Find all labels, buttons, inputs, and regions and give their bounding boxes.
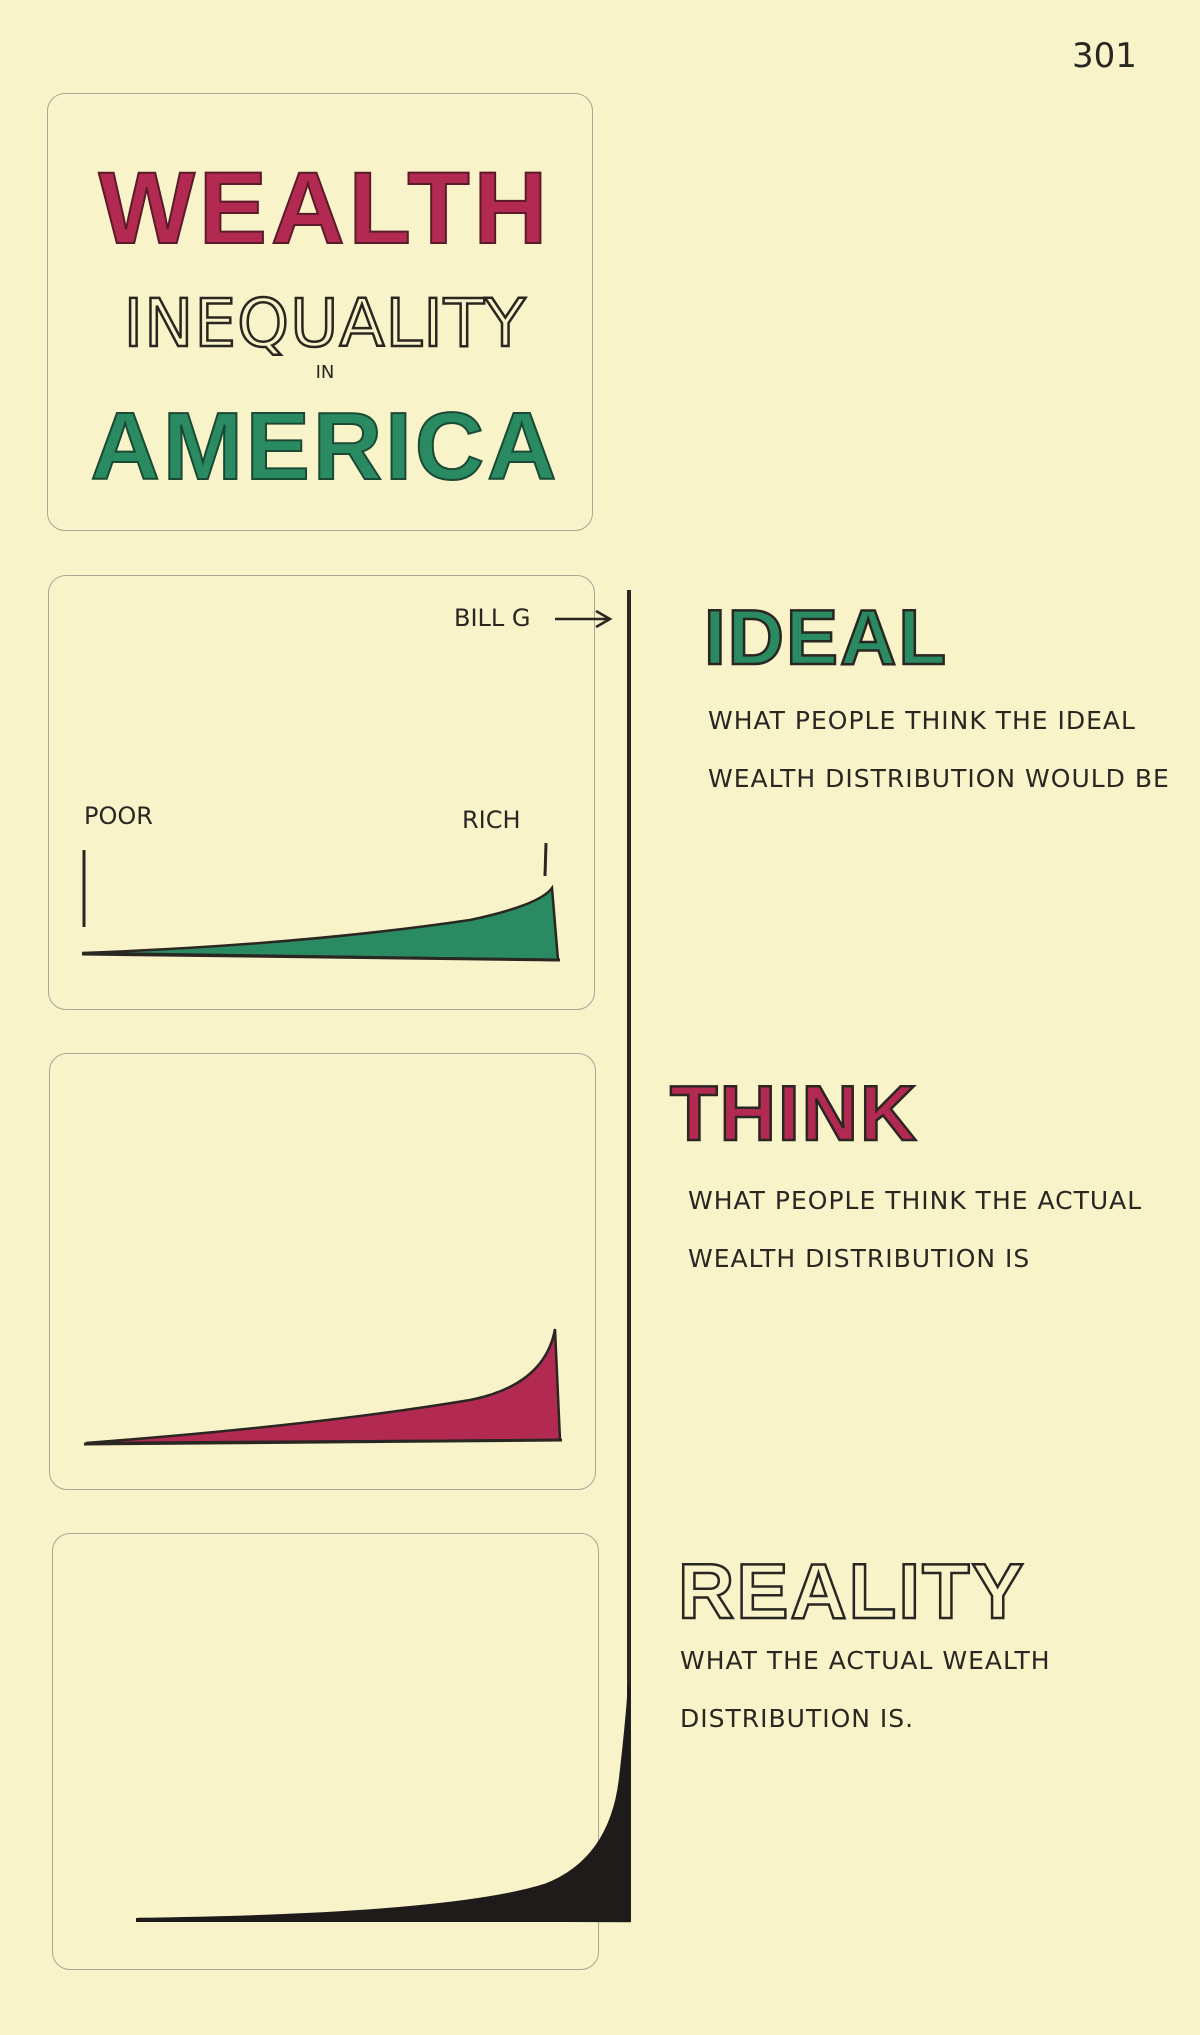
ideal-area	[81, 884, 560, 962]
rich-tick	[543, 842, 548, 877]
title-wealth: WEALTH	[98, 150, 552, 266]
arrow-head	[595, 609, 613, 629]
reality-heading: REALITY	[677, 1546, 1026, 1637]
think-area	[85, 1328, 562, 1445]
ideal-baseline	[81, 952, 561, 962]
reality-frame	[52, 1533, 599, 1970]
think-frame	[49, 1053, 596, 1490]
reality-area	[137, 1685, 631, 1923]
top-label: BILL G	[454, 604, 531, 632]
title-inequality: INEQUALITY	[122, 284, 527, 364]
ideal-text: WHAT PEOPLE THINK THE IDEAL WEALTH DISTR…	[708, 706, 1170, 793]
think-baseline	[83, 1438, 563, 1446]
ideal-frame	[48, 575, 595, 1010]
poor-label: POOR	[84, 802, 153, 830]
page-number: 301	[1072, 36, 1137, 76]
ideal-heading: IDEAL	[703, 592, 948, 683]
rich-label: RICH	[462, 806, 521, 834]
think-text: WHAT PEOPLE THINK THE ACTUAL WEALTH DIST…	[688, 1186, 1143, 1273]
title-in: IN	[315, 362, 335, 383]
title-frame	[47, 93, 593, 531]
title-america: AMERICA	[90, 392, 560, 501]
reality-text: WHAT THE ACTUAL WEALTH DISTRIBUTION IS.	[680, 1646, 1051, 1733]
think-heading: THINK	[669, 1068, 919, 1159]
